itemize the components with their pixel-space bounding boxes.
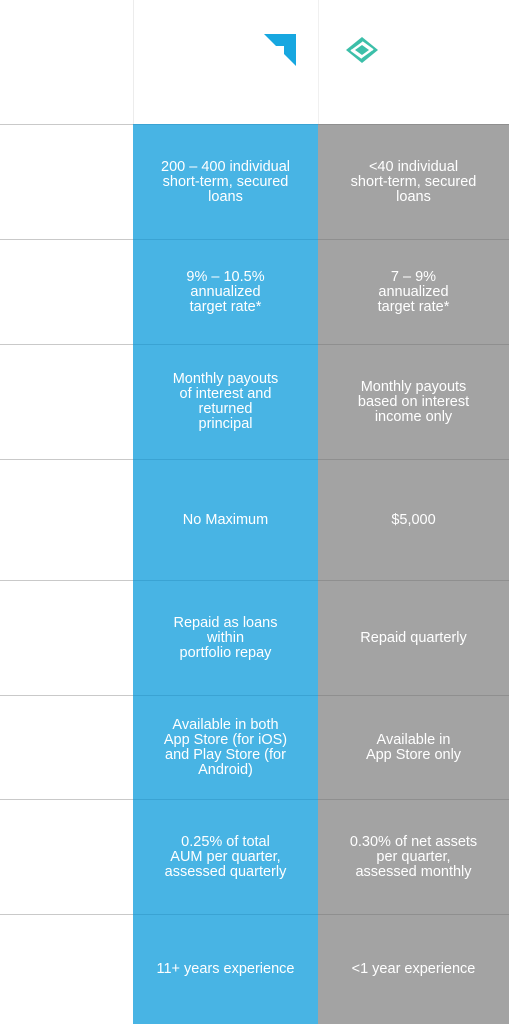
column-a-cell: 11+ years experience (133, 914, 318, 1024)
column-b-text: $5,000 (391, 511, 436, 528)
comparison-table: 200 – 400 individual short-term, secured… (0, 124, 509, 1024)
header-divider (318, 0, 319, 124)
blue-corner-arrow-logo-icon (264, 34, 296, 66)
row-label-cell (0, 459, 133, 580)
row-label-cell (0, 695, 133, 799)
column-b-text: Monthly payouts based on interest income… (357, 378, 470, 425)
column-b-cell: Available in App Store only (318, 695, 509, 799)
column-a-text: Available in both App Store (for iOS) an… (163, 716, 288, 778)
column-a-text: Repaid as loans within portfolio repay (173, 614, 278, 661)
column-b-cell: 7 – 9% annualized target rate* (318, 239, 509, 344)
table-row: Monthly payouts of interest and returned… (0, 344, 509, 459)
column-b-text: Available in App Store only (365, 731, 462, 763)
row-label-cell (0, 580, 133, 695)
column-a-text: No Maximum (182, 511, 269, 528)
table-row: Repaid as loans within portfolio repay R… (0, 580, 509, 695)
column-b-text: <1 year experience (351, 961, 476, 977)
table-row: 11+ years experience <1 year experience (0, 914, 509, 1024)
column-a-cell: 9% – 10.5% annualized target rate* (133, 239, 318, 344)
table-row: Available in both App Store (for iOS) an… (0, 695, 509, 799)
column-a-text: 0.25% of total AUM per quarter, assessed… (164, 833, 287, 880)
column-b-cell: <40 individual short-term, secured loans (318, 124, 509, 239)
column-b-text: 7 – 9% annualized target rate* (377, 268, 450, 315)
column-a-cell: 0.25% of total AUM per quarter, assessed… (133, 799, 318, 914)
table-row: 9% – 10.5% annualized target rate* 7 – 9… (0, 239, 509, 344)
row-label-cell (0, 914, 133, 1024)
column-b-cell: <1 year experience (318, 914, 509, 1024)
column-a-text: 200 – 400 individual short-term, secured… (161, 158, 290, 205)
table-row: No Maximum $5,000 (0, 459, 509, 580)
column-a-text: 11+ years experience (156, 961, 295, 977)
column-a-text: 9% – 10.5% annualized target rate* (186, 268, 265, 315)
teal-diamond-logo-icon (346, 37, 378, 63)
column-b-cell: 0.30% of net assets per quarter, assesse… (318, 799, 509, 914)
row-label-cell (0, 799, 133, 914)
table-row: 200 – 400 individual short-term, secured… (0, 124, 509, 239)
table-row: 0.25% of total AUM per quarter, assessed… (0, 799, 509, 914)
column-b-cell: Monthly payouts based on interest income… (318, 344, 509, 459)
column-b-text: 0.30% of net assets per quarter, assesse… (349, 833, 478, 880)
column-b-text: <40 individual short-term, secured loans (350, 158, 477, 205)
row-label-cell (0, 239, 133, 344)
column-a-cell: Monthly payouts of interest and returned… (133, 344, 318, 459)
row-label-cell (0, 124, 133, 239)
column-a-cell: Repaid as loans within portfolio repay (133, 580, 318, 695)
column-b-text: Repaid quarterly (360, 629, 467, 646)
comparison-header (0, 0, 509, 124)
row-label-cell (0, 344, 133, 459)
column-b-cell: $5,000 (318, 459, 509, 580)
column-a-cell: 200 – 400 individual short-term, secured… (133, 124, 318, 239)
column-a-text: Monthly payouts of interest and returned… (172, 371, 279, 432)
column-b-cell: Repaid quarterly (318, 580, 509, 695)
column-a-cell: No Maximum (133, 459, 318, 580)
column-a-cell: Available in both App Store (for iOS) an… (133, 695, 318, 799)
header-divider (133, 0, 134, 124)
